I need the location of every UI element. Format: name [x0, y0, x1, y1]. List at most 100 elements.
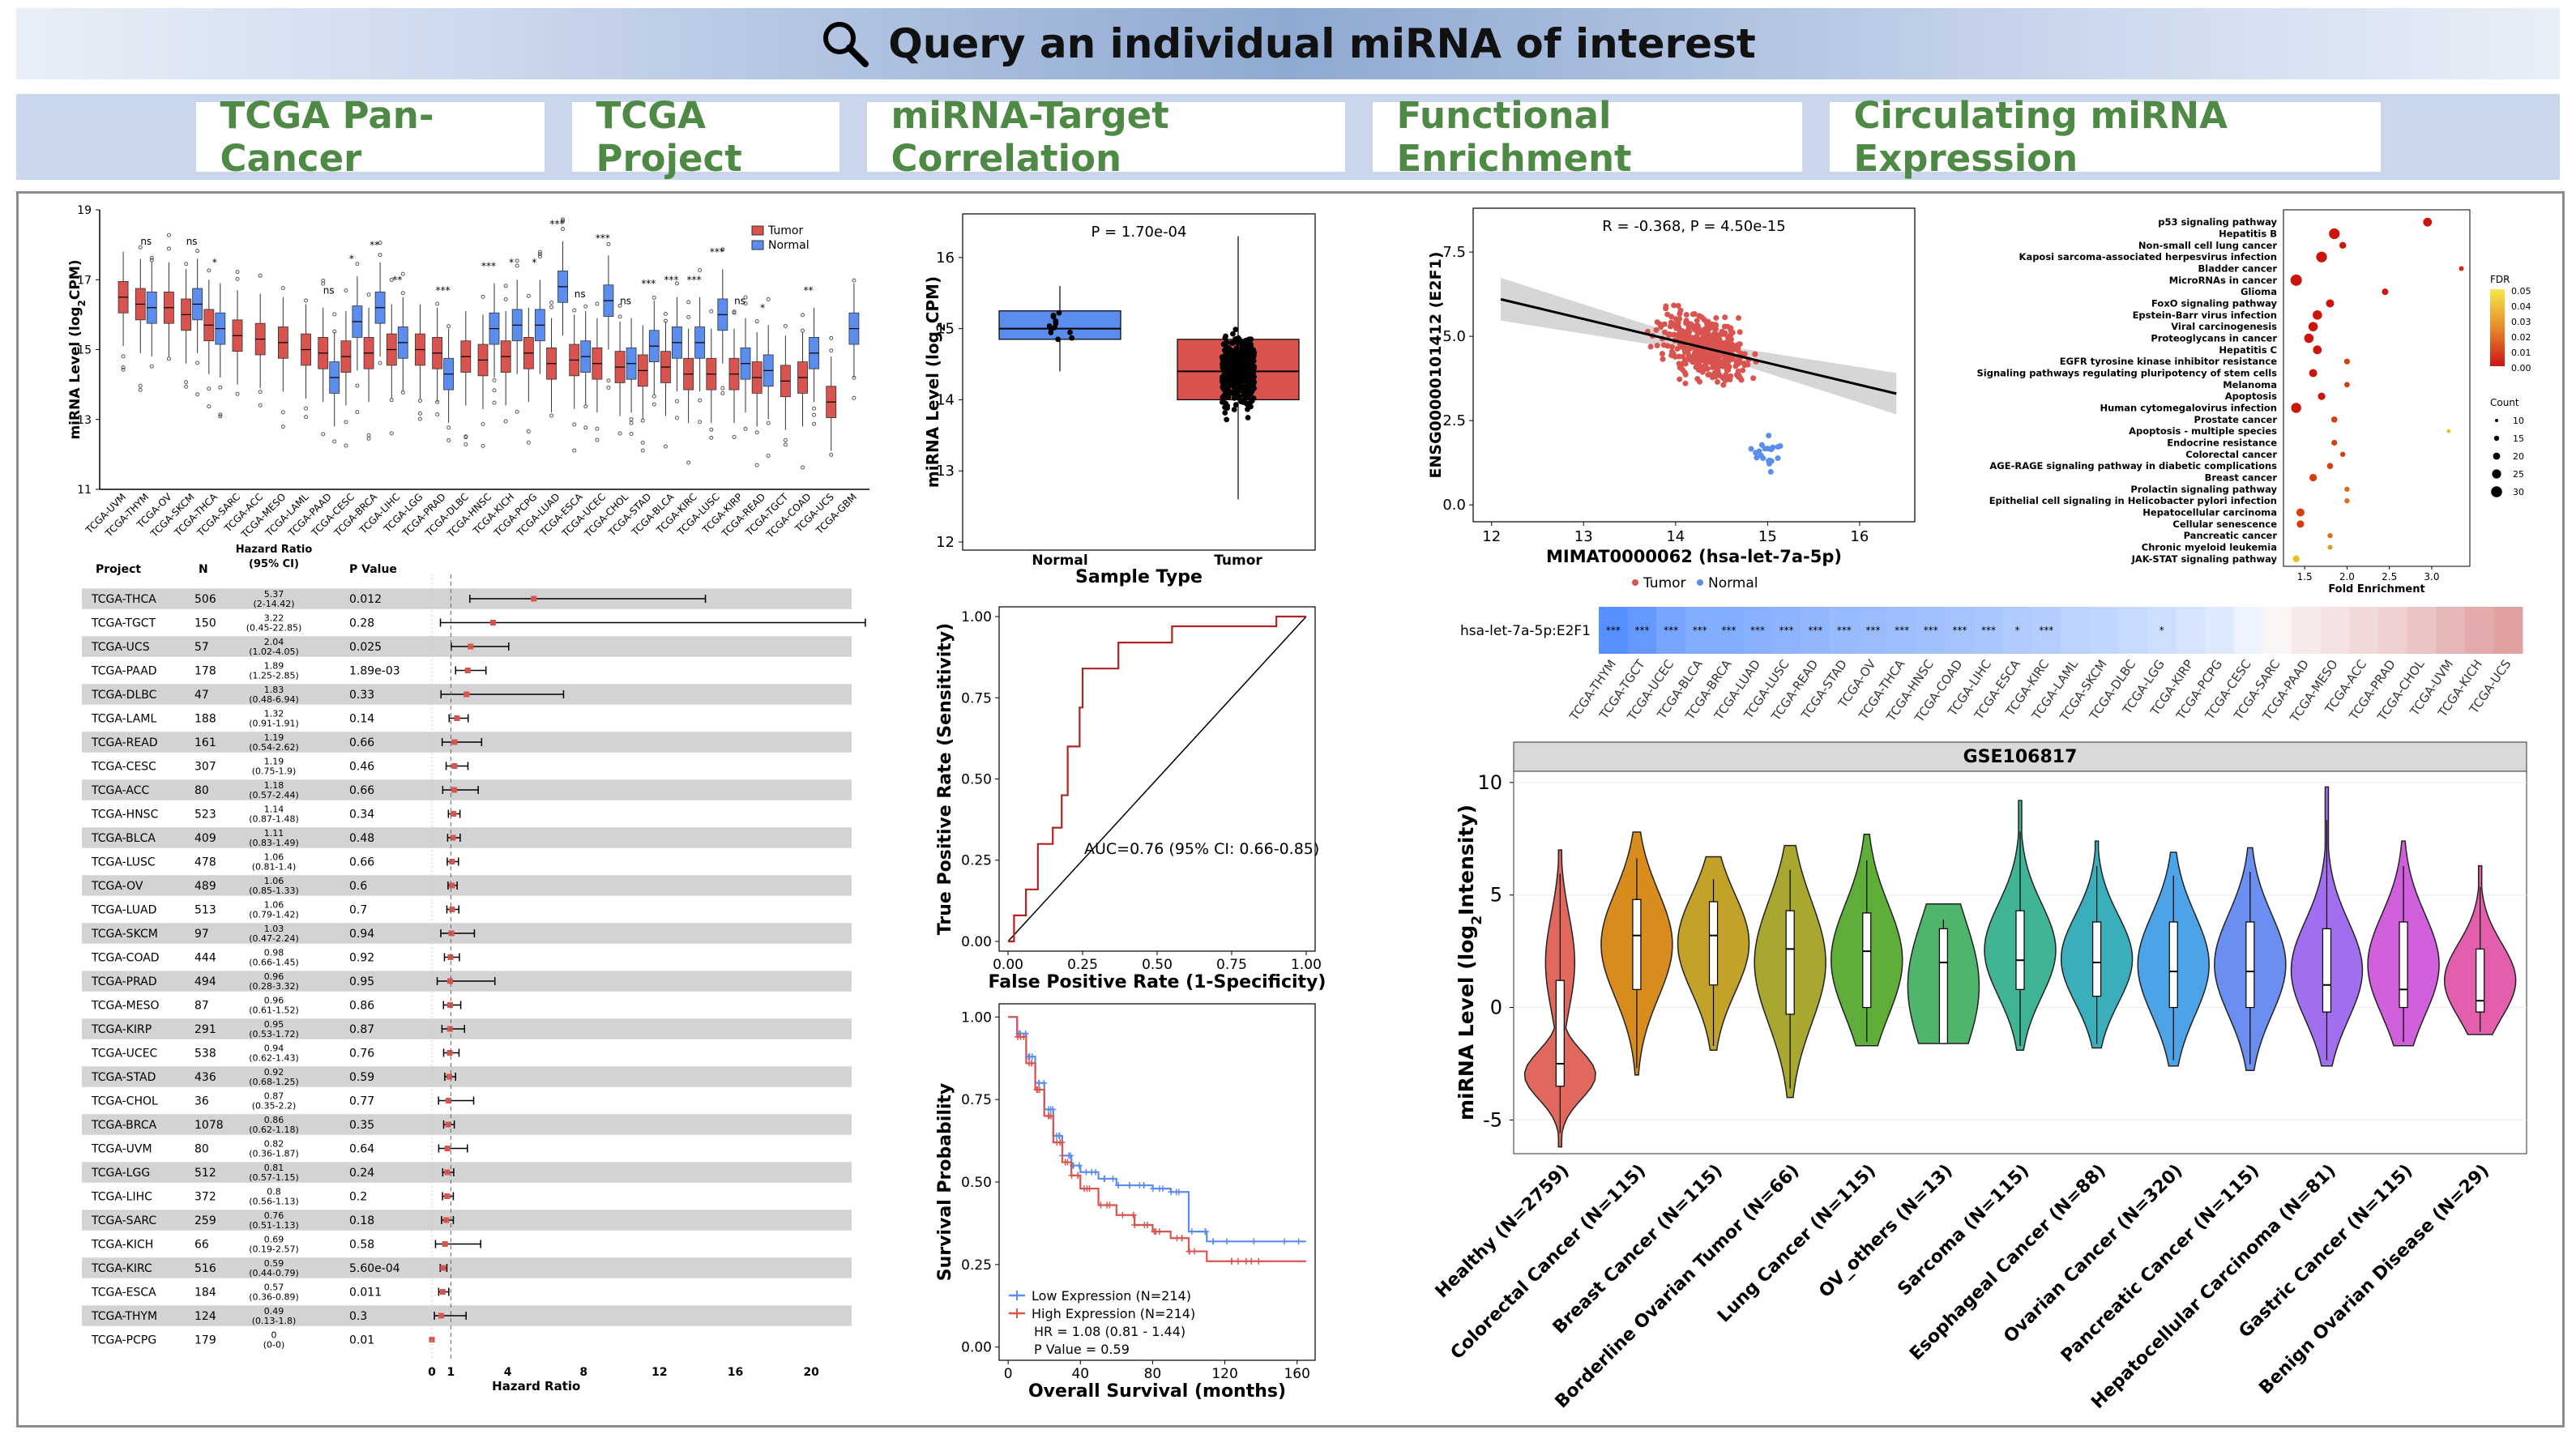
- enrichment-point: [2329, 228, 2340, 240]
- tumor-point: [1654, 319, 1660, 326]
- tumor-point: [1682, 380, 1689, 386]
- data-point: [1250, 355, 1256, 361]
- forest-project: TCGA-CHOL: [91, 1095, 158, 1108]
- enrichment-point: [2304, 333, 2314, 344]
- outlier-point: [492, 388, 497, 393]
- heatmap-cell: [2089, 607, 2119, 654]
- count-legend-dot: [2492, 469, 2501, 479]
- count-tick-label: 10: [2513, 416, 2524, 426]
- tumor-point: [1659, 351, 1665, 357]
- forest-ci: (0.61-1.52): [249, 1005, 299, 1016]
- forest-p: 0.7: [349, 904, 367, 917]
- forest-project: TCGA-LGG: [91, 1167, 150, 1180]
- outlier-point: [743, 426, 748, 431]
- forest-ci: (0.36-0.89): [249, 1292, 299, 1303]
- forest-n: 494: [194, 975, 216, 988]
- pathway-label: JAK-STAT signaling pathway: [2131, 553, 2278, 565]
- x-tick-label: 12: [1482, 528, 1501, 545]
- forest-project: TCGA-KIRP: [91, 1023, 152, 1036]
- data-point: [1245, 373, 1251, 379]
- forest-project: TCGA-ESCA: [91, 1287, 156, 1300]
- survival-line: [1008, 1016, 1306, 1243]
- forest-project: TCGA-CESC: [91, 761, 156, 774]
- outlier-point: [378, 253, 382, 258]
- legend-dot-tumor: [1632, 579, 1638, 586]
- normal-point: [1766, 433, 1772, 439]
- x-tick-label: 4: [504, 1366, 512, 1379]
- outlier-point: [766, 420, 771, 425]
- data-point: [1224, 416, 1230, 423]
- outlier-point: [503, 284, 508, 288]
- tumor-point: [1707, 357, 1713, 364]
- enrichment-point: [2344, 382, 2350, 388]
- forest-n: 161: [194, 736, 216, 749]
- count-tick-label: 20: [2513, 451, 2524, 462]
- tumor-point: [1711, 330, 1718, 336]
- outlier-point: [674, 416, 679, 420]
- heatmap-cell: [1743, 607, 1773, 654]
- heatmap-cell-label: ***: [1837, 625, 1852, 636]
- x-tick-label: 1.00: [1291, 957, 1322, 973]
- tab-mirna-target-correlation[interactable]: miRNA-Target Correlation: [866, 94, 1345, 180]
- outlier-point: [492, 378, 497, 383]
- x-tick-label: 0.00: [993, 957, 1023, 973]
- forest-header-hr: Hazard Ratio: [236, 544, 313, 556]
- outlier-point: [640, 448, 645, 453]
- fdr-tick-label: 0.02: [2511, 332, 2531, 343]
- forest-hr: 0.86: [264, 1115, 284, 1125]
- forest-row-band: [82, 1257, 852, 1278]
- data-point: [1228, 382, 1235, 388]
- outlier-point: [829, 335, 834, 340]
- forest-ci: (1.02-4.05): [249, 647, 299, 657]
- forest-project: TCGA-LUSC: [91, 856, 156, 869]
- outlier-point: [446, 425, 451, 430]
- tab-tcga-pan-cancer[interactable]: TCGA Pan-Cancer: [195, 94, 545, 180]
- data-point: [1226, 387, 1232, 394]
- forest-p: 0.66: [349, 856, 374, 869]
- plot-frame: [962, 213, 1316, 551]
- forest-project: TCGA-OV: [91, 880, 143, 893]
- outlier-point: [121, 367, 126, 372]
- tumor-point: [1721, 343, 1728, 349]
- data-point: [1244, 401, 1250, 408]
- tab-circulating-mirna-expression[interactable]: Circulating miRNA Expression: [1829, 94, 2381, 180]
- forest-n: 47: [194, 689, 209, 702]
- outlier-point: [417, 411, 422, 416]
- outlier-point: [280, 425, 285, 429]
- hr-point: [451, 763, 458, 769]
- pathway-label: Hepatitis C: [2219, 344, 2277, 356]
- outlier-point: [366, 433, 371, 437]
- x-tick-label: 16: [728, 1366, 743, 1379]
- outlier-point: [686, 460, 691, 465]
- forest-project: TCGA-UCEC: [91, 1048, 158, 1061]
- data-point: [1236, 373, 1242, 379]
- data-point: [1250, 369, 1256, 374]
- pathway-label: Hepatitis B: [2219, 228, 2277, 240]
- tumor-point: [1714, 378, 1720, 385]
- forest-project: TCGA-THCA: [91, 593, 156, 606]
- tumor-point: [1654, 343, 1660, 349]
- outlier-point: [389, 398, 394, 403]
- outlier-point: [355, 410, 360, 415]
- pathway-label: EGFR tyrosine kinase inhibitor resistanc…: [2060, 356, 2277, 367]
- count-legend-dot: [2495, 419, 2498, 422]
- hr-point: [451, 739, 458, 745]
- outlier-point: [537, 250, 542, 254]
- y-tick-label: 11: [77, 484, 92, 497]
- tumor-point: [1667, 331, 1673, 338]
- enrichment-point: [2339, 451, 2346, 458]
- forest-p: 5.60e-04: [349, 1262, 400, 1275]
- heatmap-cell: [1714, 607, 1744, 654]
- forest-project: TCGA-STAD: [91, 1071, 156, 1084]
- y-tick-label: 1.00: [961, 609, 992, 625]
- tumor-point: [1715, 364, 1722, 370]
- enrichment-point: [2292, 555, 2300, 563]
- tumor-point: [1722, 330, 1728, 336]
- tab-functional-enrichment[interactable]: Functional Enrichment: [1372, 94, 1802, 180]
- pathway-label: Hepatocellular carcinoma: [2142, 507, 2277, 519]
- outlier-point: [606, 241, 611, 246]
- hr-point: [451, 787, 458, 793]
- enrichment-point: [2316, 251, 2327, 262]
- heatmap-cell: [2061, 607, 2091, 654]
- tab-tcga-project[interactable]: TCGA Project: [571, 94, 839, 180]
